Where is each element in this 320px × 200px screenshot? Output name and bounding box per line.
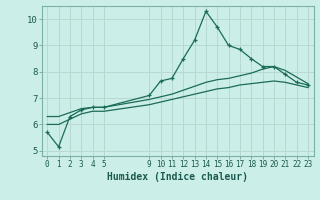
X-axis label: Humidex (Indice chaleur): Humidex (Indice chaleur) — [107, 172, 248, 182]
